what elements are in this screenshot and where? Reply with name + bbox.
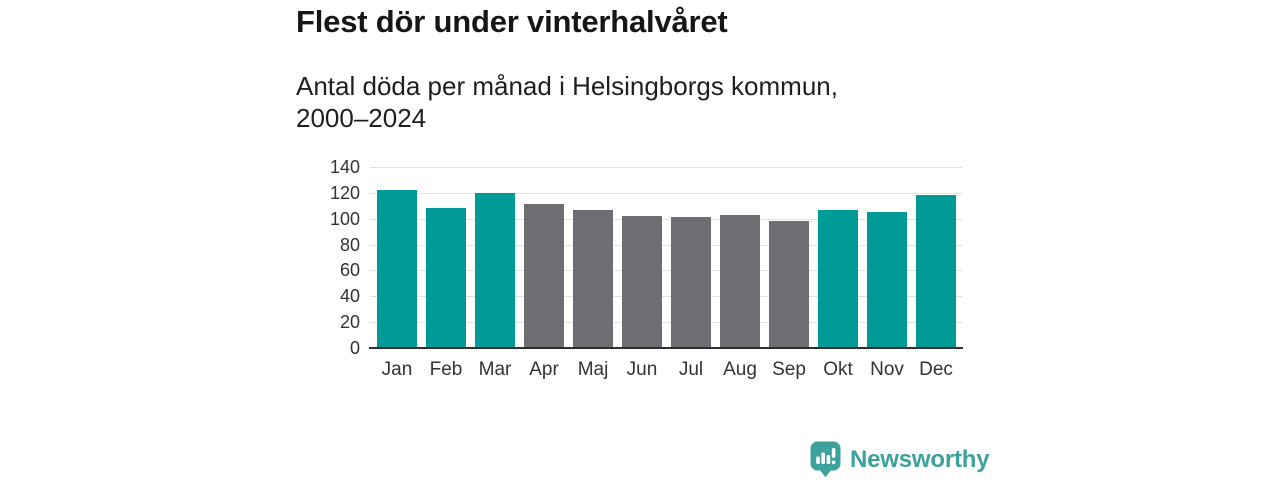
x-tick-label-okt: Okt: [823, 359, 853, 380]
bar-okt: [818, 209, 858, 348]
x-tick-label-sep: Sep: [772, 359, 806, 380]
x-tick-label-maj: Maj: [577, 359, 609, 380]
chart-subtitle: Antal döda per månad i Helsingborgs komm…: [296, 71, 838, 133]
bar-aug: [720, 214, 760, 348]
y-tick-label-140: 140: [329, 157, 360, 177]
x-axis-line: [369, 347, 963, 349]
y-tick-label-60: 60: [339, 260, 360, 281]
bar-apr: [524, 204, 564, 348]
bar-jan: [377, 190, 417, 348]
bar-dec: [916, 195, 956, 348]
x-tick-label-mar: Mar: [478, 359, 512, 380]
x-tick-label-jan: Jan: [381, 359, 413, 380]
bar-maj: [573, 209, 613, 348]
x-tick-label-apr: Apr: [529, 359, 559, 380]
gridline-140: [370, 167, 962, 168]
bar-feb: [426, 208, 466, 348]
newsworthy-logo[interactable]: Newsworthy: [810, 441, 990, 478]
y-tick-label-40: 40: [339, 286, 360, 307]
bar-jun: [622, 216, 662, 348]
gridline-60: [370, 270, 962, 272]
bar-nov: [867, 212, 907, 348]
y-tick-label-20: 20: [339, 312, 360, 333]
x-tick-label-jul: Jul: [678, 359, 704, 380]
gridline-20: [370, 322, 962, 324]
bar-sep: [769, 221, 809, 348]
gridline-100: [370, 218, 962, 220]
newsworthy-wordmark: Newsworthy: [850, 445, 990, 473]
chart-title: Flest dör under vinterhalvåret: [296, 4, 728, 39]
bar-jul: [671, 217, 711, 348]
y-tick-label-0: 0: [349, 338, 360, 358]
x-tick-label-jun: Jun: [626, 359, 658, 380]
gridline-40: [370, 296, 962, 298]
x-tick-label-aug: Aug: [723, 359, 757, 380]
x-tick-label-nov: Nov: [870, 359, 904, 380]
bar-mar: [475, 192, 515, 348]
x-tick-label-dec: Dec: [919, 359, 953, 380]
gridline-120: [370, 192, 962, 194]
x-tick-label-feb: Feb: [429, 359, 463, 380]
newsworthy-icon: [810, 441, 841, 478]
y-tick-label-80: 80: [339, 234, 360, 255]
y-tick-label-100: 100: [329, 208, 360, 229]
y-tick-label-120: 120: [329, 182, 360, 203]
gridline-80: [370, 244, 962, 246]
